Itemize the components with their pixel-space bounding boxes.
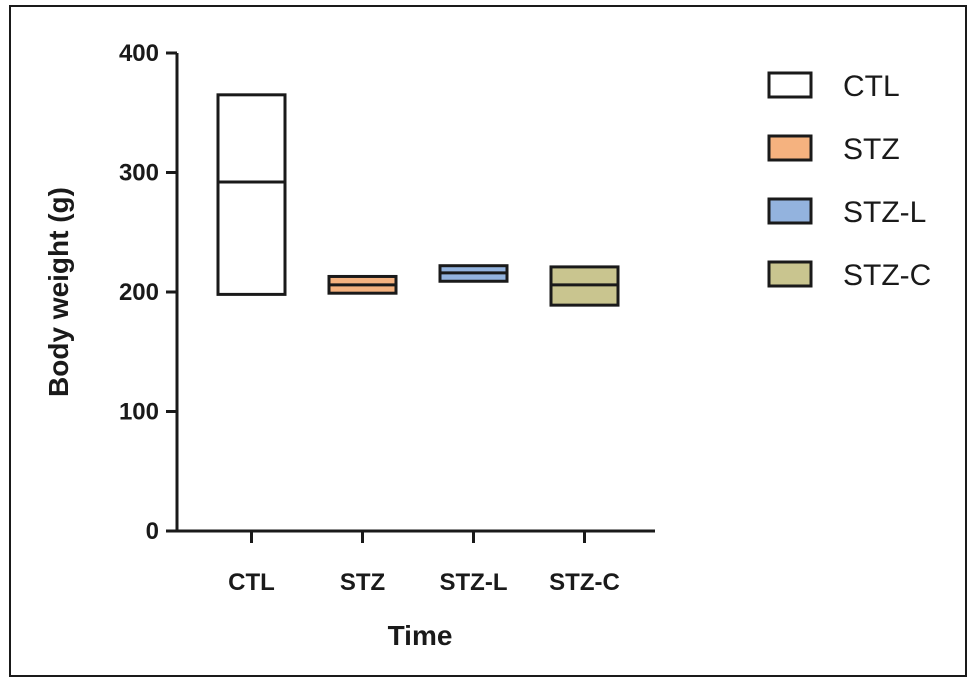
legend-swatch bbox=[767, 134, 813, 162]
legend-swatch bbox=[767, 197, 813, 225]
legend-label: STZ-L bbox=[843, 196, 926, 229]
x-ticks: CTL STZ STZ-L STZ-C bbox=[228, 531, 620, 596]
y-axis-title: Body weight (g) bbox=[43, 187, 74, 397]
x-tick-label: STZ-C bbox=[549, 569, 620, 596]
box-ctl bbox=[216, 93, 287, 296]
legend-swatch bbox=[767, 71, 813, 99]
y-tick-label: 300 bbox=[119, 160, 159, 187]
y-tick-label: 100 bbox=[119, 399, 159, 426]
x-tick-label: STZ-L bbox=[440, 569, 508, 596]
legend-label: STZ-C bbox=[843, 259, 931, 292]
legend: CTL STZ STZ-L STZ-C bbox=[767, 70, 931, 292]
legend-label: STZ bbox=[843, 133, 900, 166]
boxes bbox=[216, 93, 620, 307]
y-tick-label: 200 bbox=[119, 279, 159, 306]
y-ticks: 0 100 200 300 400 bbox=[119, 40, 177, 545]
chart-frame bbox=[9, 5, 967, 677]
y-tick-label: 400 bbox=[119, 40, 159, 67]
x-axis-title: Time bbox=[388, 620, 453, 651]
y-tick-label: 0 bbox=[146, 518, 159, 545]
x-tick-label: CTL bbox=[228, 569, 275, 596]
legend-swatch bbox=[767, 260, 813, 288]
x-tick-label: STZ bbox=[340, 569, 385, 596]
legend-label: CTL bbox=[843, 70, 900, 103]
